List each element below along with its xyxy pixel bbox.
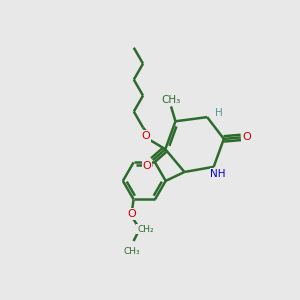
Text: H: H — [214, 109, 221, 119]
Text: CH₃: CH₃ — [161, 95, 181, 105]
Text: O: O — [128, 209, 136, 219]
Text: NH: NH — [210, 169, 226, 179]
Text: O: O — [142, 161, 151, 171]
Text: O: O — [142, 131, 150, 141]
Text: CH₂: CH₂ — [137, 225, 154, 234]
Text: H: H — [214, 108, 222, 118]
Text: O: O — [242, 132, 251, 142]
Text: CH₃: CH₃ — [124, 247, 140, 256]
